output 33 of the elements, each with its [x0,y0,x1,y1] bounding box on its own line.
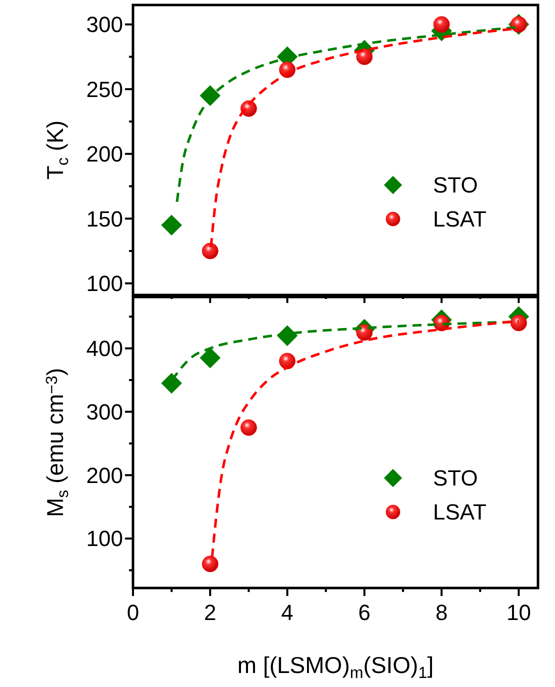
y-tick-label: 300 [86,12,123,38]
point [240,419,257,436]
y-tick-label: 200 [86,462,123,488]
y-tick-label: 100 [86,271,123,296]
point [202,242,218,260]
point [356,324,373,341]
point [161,372,182,394]
x-tick-label: 8 [435,600,448,625]
point [202,556,218,572]
y-tick-label: 150 [86,206,123,232]
legend-label: LSAT [433,500,486,525]
y-tick-label: 200 [86,142,123,167]
x-axis-title: m [(LSMO)$_{m}$(SIO)$_{1}$] [237,652,434,682]
point [200,347,221,368]
legend-label: STO [433,466,478,491]
legend-label: STO [433,172,478,198]
x-tick-label: 4 [281,600,294,625]
point [279,61,296,78]
y-tick-label: 300 [86,399,123,424]
x-tick-label: 2 [204,600,216,625]
legend-label: LSAT [433,206,486,232]
point [433,16,450,33]
x-tick-label: 6 [358,600,371,625]
x-tick-label: 10 [506,600,531,625]
x-tick-label: 0 [126,600,140,625]
y-tick-label: 100 [86,526,123,552]
y-tick-label: 400 [86,336,123,362]
y-tick-label: 250 [86,76,123,102]
point [161,214,182,236]
point [240,100,257,117]
point [279,352,296,370]
point [510,314,527,332]
point [356,48,373,66]
